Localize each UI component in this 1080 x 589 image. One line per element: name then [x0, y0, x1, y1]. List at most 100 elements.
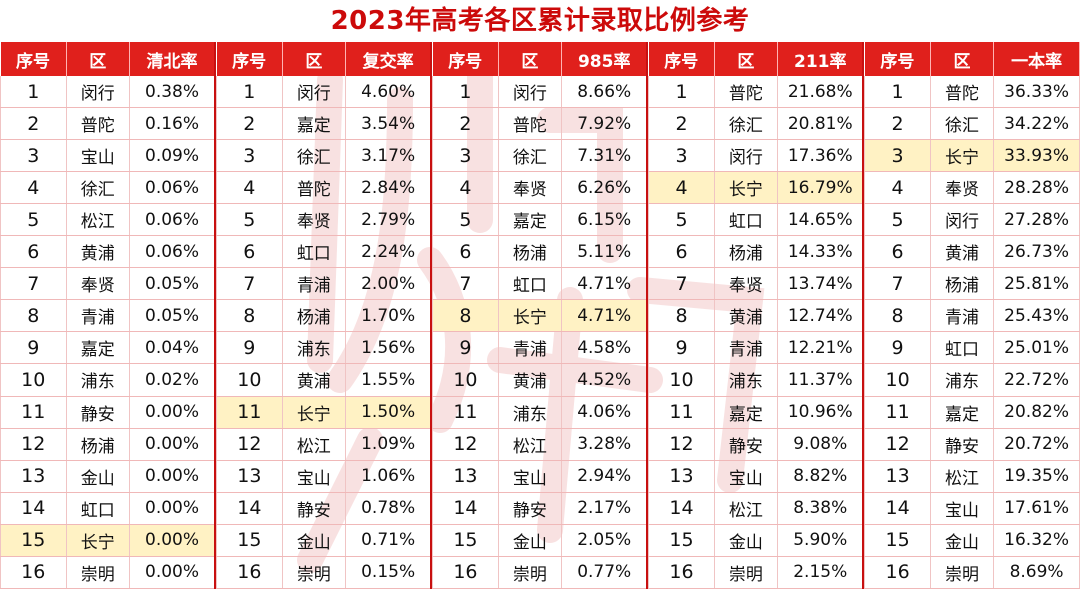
- district-cell: 普陀: [714, 76, 779, 109]
- district-cell: 徐汇: [930, 107, 995, 141]
- rank-cell: 8: [216, 299, 283, 333]
- table-header-row: 序号区清北率: [0, 42, 216, 77]
- table-row: 3 徐汇 7.31%: [432, 139, 648, 173]
- district-cell: 浦东: [498, 396, 563, 429]
- district-cell: 静安: [66, 396, 130, 429]
- rate-cell: 4.58%: [561, 331, 648, 365]
- table-row: 12 松江 3.28%: [432, 428, 648, 461]
- table-row: 7 虹口 4.71%: [432, 267, 648, 301]
- table-row: 8 杨浦 1.70%: [216, 299, 432, 333]
- table-row: 16 崇明 8.69%: [864, 556, 1080, 589]
- district-cell: 宝山: [66, 139, 130, 173]
- table-row: 13 宝山 1.06%: [216, 460, 432, 493]
- rank-cell: 13: [864, 460, 931, 493]
- table-row: 15 金山 2.05%: [432, 524, 648, 557]
- table-row: 13 宝山 2.94%: [432, 460, 648, 493]
- table-row: 2 徐汇 34.22%: [864, 107, 1080, 141]
- rank-cell: 6: [432, 235, 499, 269]
- table-row: 14 宝山 17.61%: [864, 492, 1080, 525]
- table-row: 1 普陀 21.68%: [648, 76, 864, 109]
- district-cell: 松江: [714, 492, 779, 525]
- district-cell: 闵行: [282, 76, 347, 109]
- rate-cell: 25.43%: [993, 299, 1080, 333]
- rank-cell: 10: [0, 363, 67, 397]
- rate-cell: 1.06%: [345, 460, 432, 493]
- district-cell: 松江: [282, 428, 347, 461]
- table-row: 9 嘉定 0.04%: [0, 331, 216, 365]
- rate-cell: 0.02%: [129, 363, 216, 397]
- table-tsinghua-peking-rate: 序号区清北率 1 闵行 0.38% 2 普陀 0.16% 3 宝山 0.09% 4 徐汇 0.06% 5 松…: [0, 42, 217, 589]
- rank-cell: 9: [432, 331, 499, 365]
- rank-cell: 13: [0, 460, 67, 493]
- rank-cell: 6: [0, 235, 67, 269]
- rank-cell: 8: [864, 299, 931, 333]
- table-row: 3 长宁 33.93%: [864, 139, 1080, 173]
- rank-cell: 14: [0, 492, 67, 525]
- district-cell: 金山: [714, 524, 779, 557]
- table-row: 5 嘉定 6.15%: [432, 203, 648, 237]
- table-header-row: 序号区复交率: [216, 42, 432, 77]
- rate-cell: 27.28%: [993, 203, 1080, 237]
- rank-cell: 16: [0, 556, 67, 589]
- table-row: 6 黄浦 0.06%: [0, 235, 216, 269]
- rank-cell: 3: [432, 139, 499, 173]
- district-cell: 闵行: [498, 76, 563, 109]
- rate-cell: 0.77%: [561, 556, 648, 589]
- rate-cell: 20.72%: [993, 428, 1080, 461]
- table-row: 14 松江 8.38%: [648, 492, 864, 525]
- table-row: 16 崇明 0.77%: [432, 556, 648, 589]
- district-cell: 普陀: [930, 76, 995, 109]
- table-row: 1 闵行 4.60%: [216, 76, 432, 109]
- column-header-district: 区: [930, 42, 995, 77]
- rate-cell: 0.09%: [129, 139, 216, 173]
- rank-cell: 5: [216, 203, 283, 237]
- table-header-row: 序号区一本率: [864, 42, 1080, 77]
- district-cell: 金山: [282, 524, 347, 557]
- rank-cell: 6: [864, 235, 931, 269]
- district-cell: 长宁: [498, 299, 563, 333]
- table-row: 7 奉贤 13.74%: [648, 267, 864, 301]
- rate-cell: 16.32%: [993, 524, 1080, 557]
- district-cell: 青浦: [282, 267, 347, 301]
- district-cell: 金山: [498, 524, 563, 557]
- rate-cell: 3.54%: [345, 107, 432, 141]
- rate-cell: 0.05%: [129, 299, 216, 333]
- district-cell: 金山: [930, 524, 995, 557]
- rank-cell: 3: [216, 139, 283, 173]
- table-row: 14 静安 2.17%: [432, 492, 648, 525]
- table-row: 4 奉贤 28.28%: [864, 171, 1080, 205]
- table-row: 10 浦东 11.37%: [648, 363, 864, 397]
- rank-cell: 11: [648, 396, 715, 429]
- table-row: 9 浦东 1.56%: [216, 331, 432, 365]
- rate-cell: 22.72%: [993, 363, 1080, 397]
- column-header-index: 序号: [864, 42, 931, 77]
- rank-cell: 14: [432, 492, 499, 525]
- rank-cell: 4: [432, 171, 499, 205]
- table-row: 15 金山 16.32%: [864, 524, 1080, 557]
- rank-cell: 4: [648, 171, 715, 205]
- district-cell: 松江: [66, 203, 130, 237]
- column-header-rate: 985率: [561, 42, 648, 77]
- rank-cell: 5: [432, 203, 499, 237]
- rate-cell: 1.55%: [345, 363, 432, 397]
- district-cell: 奉贤: [282, 203, 347, 237]
- district-cell: 黄浦: [498, 363, 563, 397]
- rate-cell: 0.06%: [129, 203, 216, 237]
- district-cell: 崇明: [714, 556, 779, 589]
- rank-cell: 16: [864, 556, 931, 589]
- district-cell: 杨浦: [498, 235, 563, 269]
- district-cell: 静安: [282, 492, 347, 525]
- district-cell: 青浦: [498, 331, 563, 365]
- table-row: 12 杨浦 0.00%: [0, 428, 216, 461]
- rate-cell: 4.71%: [561, 267, 648, 301]
- rate-cell: 33.93%: [993, 139, 1080, 173]
- table-tier-one-rate: 序号区一本率 1 普陀 36.33% 2 徐汇 34.22% 3 长宁 33.93% 4 奉贤 28.2…: [864, 42, 1080, 589]
- table-row: 4 徐汇 0.06%: [0, 171, 216, 205]
- rank-cell: 15: [0, 524, 67, 557]
- district-cell: 静安: [498, 492, 563, 525]
- district-cell: 浦东: [282, 331, 347, 365]
- district-cell: 青浦: [930, 299, 995, 333]
- rank-cell: 2: [216, 107, 283, 141]
- rate-cell: 6.15%: [561, 203, 648, 237]
- district-cell: 徐汇: [498, 139, 563, 173]
